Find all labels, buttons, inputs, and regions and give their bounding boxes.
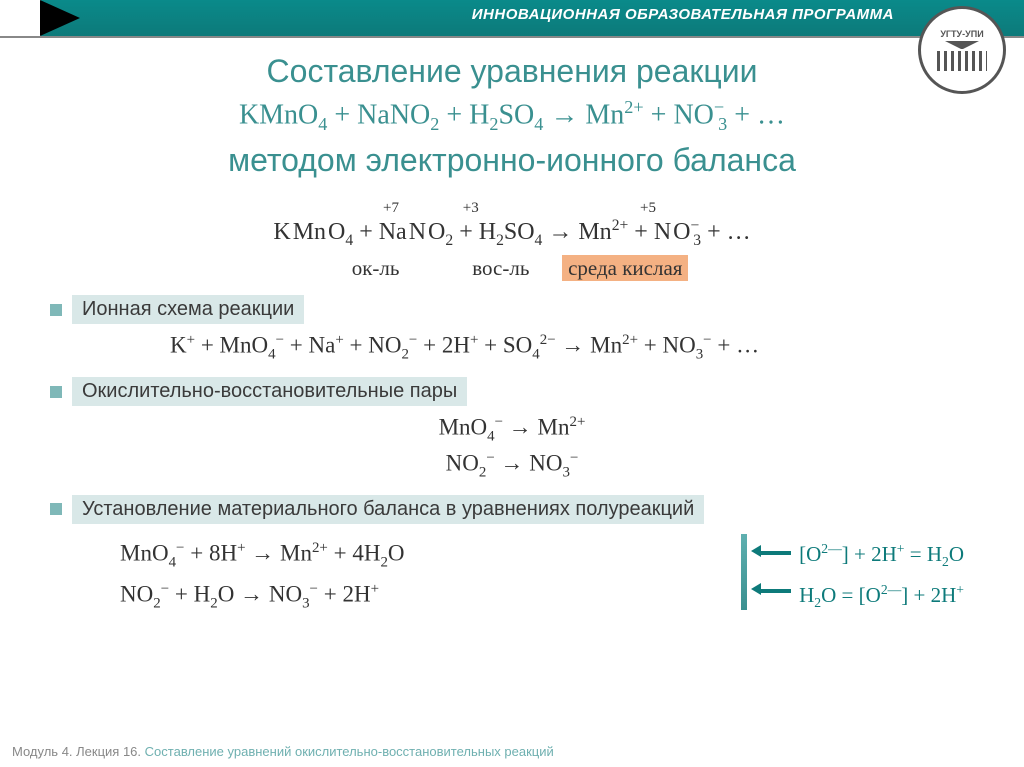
eq-plus: + xyxy=(334,100,357,131)
half-eq-1: MnO4− + 8H+ → Mn2+ + 4H2O xyxy=(120,540,737,571)
arrow-left-icon xyxy=(751,582,791,600)
ox-mn: +7 xyxy=(383,200,399,216)
oxidation-state-block: +7 +3 +5 K Mn O4 + Na N O2 + H2SO4 → Mn2… xyxy=(50,200,974,281)
bullet-icon xyxy=(50,386,62,398)
header-bar: ИННОВАЦИОННАЯ ОБРАЗОВАТЕЛЬНАЯ ПРОГРАММА xyxy=(0,0,1024,36)
section-header: Установление материального баланса в ура… xyxy=(50,495,974,524)
logo-building-icon xyxy=(937,41,987,71)
half-reactions-left: MnO4− + 8H+ → Mn2+ + 4H2O NO2− + H2O → N… xyxy=(50,532,737,613)
eq-r2-sub: 2 xyxy=(430,114,439,134)
university-logo: УГТУ-УПИ xyxy=(918,6,1006,94)
oxidation-states: +7 +3 +5 xyxy=(50,200,974,217)
eq-plus: + xyxy=(651,100,674,131)
half-reactions-right: [O2—] + 2H+ = H2O H2O = [O2—] + 2H+ xyxy=(751,532,974,613)
arrow-left-icon xyxy=(751,544,791,562)
half-reactions-block: MnO4− + 8H+ → Mn2+ + 4H2O NO2− + H2O → N… xyxy=(50,532,974,613)
role-oxidizer: ок-ль xyxy=(336,256,416,281)
section-label: Установление материального баланса в ура… xyxy=(72,495,704,524)
bullet-icon xyxy=(50,503,62,515)
role-medium: среда кислая xyxy=(562,255,688,281)
redox-pair-2: NO2− → NO3− xyxy=(50,450,974,481)
eq-p2: NO xyxy=(673,100,713,131)
ionic-equation: K+ + MnO4− + Na+ + NO2− + 2H+ + SO42− → … xyxy=(50,332,974,363)
vertical-divider xyxy=(741,534,747,611)
eq-r1-sub: 4 xyxy=(318,114,327,134)
program-label: ИННОВАЦИОННАЯ ОБРАЗОВАТЕЛЬНАЯ ПРОГРАММА xyxy=(472,6,894,23)
ox-n-right: +5 xyxy=(640,200,656,216)
eq-r2: NaNO xyxy=(357,100,430,131)
section-label: Окислительно-восстановительные пары xyxy=(72,377,467,406)
section-material-balance: Установление материального баланса в ура… xyxy=(50,495,974,613)
role-reducer: вос-ль xyxy=(451,256,551,281)
section-redox-pairs: Окислительно-восстановительные пары MnO4… xyxy=(50,377,974,481)
title-line1: Составление уравнения реакции xyxy=(50,50,974,93)
roles-row: ок-ль вос-ль среда кислая xyxy=(50,256,974,281)
eq-r1: KMnO xyxy=(239,100,318,131)
eq-r3a: H xyxy=(469,100,489,131)
slide-footer: Модуль 4. Лекция 16. Составление уравнен… xyxy=(12,744,554,759)
eq-p2-sub: 3 xyxy=(718,114,727,134)
bullet-icon xyxy=(50,304,62,316)
eq-plus: + xyxy=(446,100,469,131)
arrow-column xyxy=(751,544,791,600)
section-label: Ионная схема реакции xyxy=(72,295,304,324)
water-eq-2: H2O = [O2—] + 2H+ xyxy=(799,582,964,611)
section-header: Ионная схема реакции xyxy=(50,295,974,324)
slide-content: Составление уравнения реакции KMnO4 + Na… xyxy=(0,38,1024,612)
title-line3: методом электронно-ионного баланса xyxy=(50,139,974,182)
right-equations: [O2—] + 2H+ = H2O H2O = [O2—] + 2H+ xyxy=(799,533,964,611)
footer-topic: Составление уравнений окислительно-восст… xyxy=(145,744,554,759)
footer-module: Модуль 4. Лекция 16. xyxy=(12,744,141,759)
main-equation: KMnO4 + NaNO2 + H2SO4 → Mn2+ + NO−3 + … xyxy=(50,97,974,135)
eq-tail: + … xyxy=(734,100,785,131)
water-eq-1: [O2—] + 2H+ = H2O xyxy=(799,541,964,570)
logo-text: УГТУ-УПИ xyxy=(937,29,987,39)
eq-r3b: SO xyxy=(498,100,534,131)
eq-arrow: → xyxy=(550,100,578,131)
redox-pair-1: MnO4− → Mn2+ xyxy=(50,414,974,445)
logo-content: УГТУ-УПИ xyxy=(937,29,987,71)
sub-equation: K Mn O4 + Na N O2 + H2SO4 → Mn2+ + N O−3… xyxy=(50,217,974,250)
half-eq-2: NO2− + H2O → NO3− + 2H+ xyxy=(120,581,737,612)
eq-p1: Mn xyxy=(585,100,624,131)
eq-p1-sup: 2+ xyxy=(624,97,643,117)
eq-r3-sub2: 4 xyxy=(534,114,543,134)
section-ionic-scheme: Ионная схема реакции K+ + MnO4− + Na+ + … xyxy=(50,295,974,363)
ox-n-left: +3 xyxy=(463,200,479,216)
section-header: Окислительно-восстановительные пары xyxy=(50,377,974,406)
